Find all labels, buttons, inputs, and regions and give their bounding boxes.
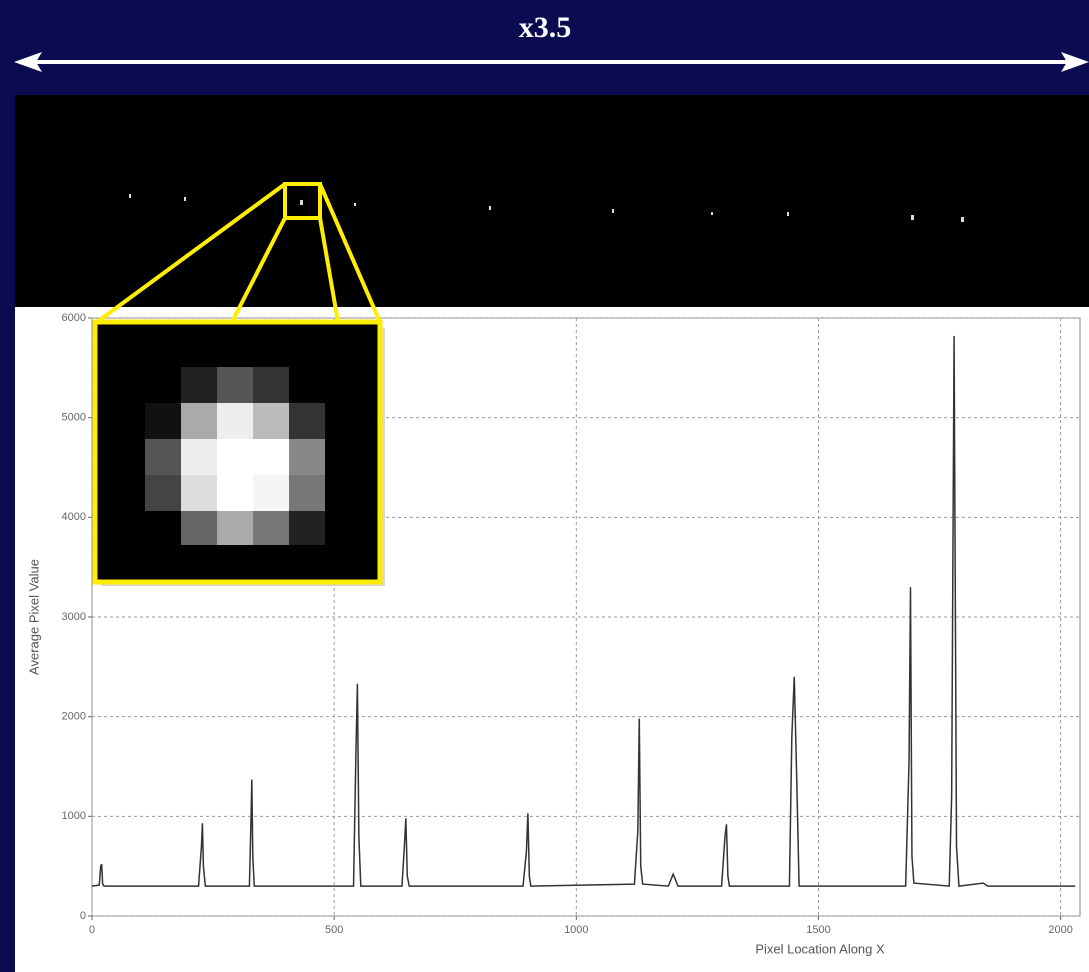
x-tick-label: 1500 xyxy=(806,924,830,936)
y-axis-title: Average Pixel Value xyxy=(26,559,41,675)
y-tick-label: 2000 xyxy=(62,711,86,723)
x-tick-label: 0 xyxy=(89,924,95,936)
y-tick-label: 1000 xyxy=(62,810,86,822)
x-axis-title: Pixel Location Along X xyxy=(755,941,885,956)
y-tick-label: 5000 xyxy=(62,412,86,424)
y-tick-label: 3000 xyxy=(62,611,86,623)
y-tick-label: 0 xyxy=(80,910,86,922)
y-tick-label: 4000 xyxy=(62,511,86,523)
image-strip xyxy=(15,95,1089,307)
x-tick-label: 2000 xyxy=(1048,924,1072,936)
title: x3.5 xyxy=(519,11,572,44)
zoom-inset xyxy=(95,322,385,586)
slide: x3.5 0 1000 2000 3000 4000 5000 6000 0 500 1000 15… xyxy=(0,0,1089,972)
y-tick-label: 6000 xyxy=(62,312,86,324)
x-tick-label: 500 xyxy=(325,924,343,936)
x-tick-label: 1000 xyxy=(564,924,588,936)
